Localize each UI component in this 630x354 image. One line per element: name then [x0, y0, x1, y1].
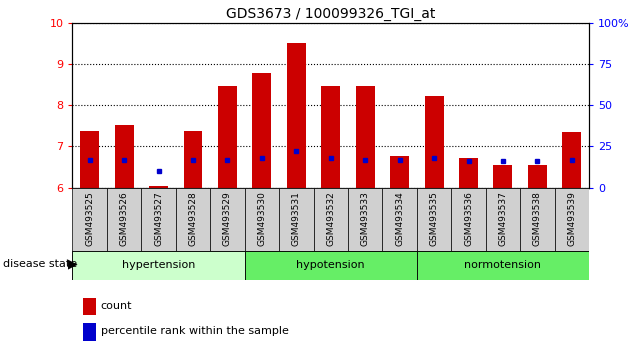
- Text: GSM493533: GSM493533: [361, 191, 370, 246]
- Bar: [563, 132, 581, 188]
- Bar: [176, 188, 210, 251]
- Text: GSM493536: GSM493536: [464, 191, 473, 246]
- Bar: [244, 188, 279, 251]
- Text: GSM493526: GSM493526: [120, 191, 129, 246]
- Bar: [115, 125, 134, 188]
- Text: normotension: normotension: [464, 261, 541, 270]
- Text: ▶: ▶: [68, 257, 77, 270]
- Text: hypertension: hypertension: [122, 261, 195, 270]
- Text: GSM493528: GSM493528: [188, 191, 197, 246]
- Bar: [210, 188, 244, 251]
- Bar: [107, 188, 141, 251]
- Text: GSM493530: GSM493530: [258, 191, 266, 246]
- Text: GSM493534: GSM493534: [395, 191, 404, 246]
- Bar: [554, 188, 589, 251]
- Text: percentile rank within the sample: percentile rank within the sample: [101, 326, 289, 336]
- Text: GSM493539: GSM493539: [568, 191, 576, 246]
- Bar: [72, 188, 107, 251]
- Text: GSM493525: GSM493525: [85, 191, 94, 246]
- Bar: [218, 86, 237, 188]
- Title: GDS3673 / 100099326_TGI_at: GDS3673 / 100099326_TGI_at: [226, 7, 435, 21]
- Text: count: count: [101, 301, 132, 311]
- Bar: [356, 86, 375, 188]
- Bar: [520, 188, 554, 251]
- Bar: [425, 96, 444, 188]
- Bar: [417, 188, 451, 251]
- Bar: [314, 188, 348, 251]
- Bar: [390, 155, 409, 188]
- Bar: [417, 251, 589, 280]
- Bar: [83, 298, 96, 315]
- Text: GSM493538: GSM493538: [533, 191, 542, 246]
- Bar: [493, 165, 512, 188]
- Text: GSM493532: GSM493532: [326, 191, 335, 246]
- Bar: [382, 188, 417, 251]
- Bar: [459, 158, 478, 188]
- Bar: [141, 188, 176, 251]
- Text: GSM493529: GSM493529: [223, 191, 232, 246]
- Text: GSM493537: GSM493537: [498, 191, 507, 246]
- Bar: [253, 73, 272, 188]
- Bar: [244, 251, 417, 280]
- Text: GSM493535: GSM493535: [430, 191, 438, 246]
- Bar: [83, 323, 96, 341]
- Text: hypotension: hypotension: [297, 261, 365, 270]
- Bar: [486, 188, 520, 251]
- Text: disease state: disease state: [3, 259, 77, 269]
- Bar: [287, 43, 306, 188]
- Text: GSM493531: GSM493531: [292, 191, 301, 246]
- Bar: [72, 251, 244, 280]
- Bar: [279, 188, 314, 251]
- Bar: [348, 188, 382, 251]
- Bar: [149, 185, 168, 188]
- Bar: [80, 131, 99, 188]
- Bar: [451, 188, 486, 251]
- Text: GSM493527: GSM493527: [154, 191, 163, 246]
- Bar: [321, 86, 340, 188]
- Bar: [183, 131, 202, 188]
- Bar: [528, 165, 547, 188]
